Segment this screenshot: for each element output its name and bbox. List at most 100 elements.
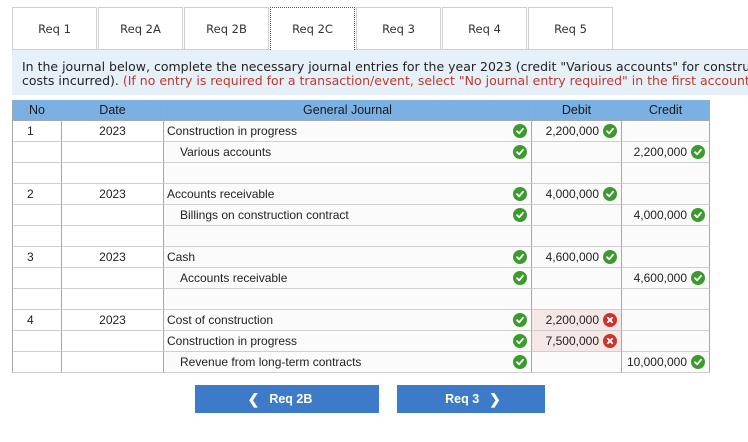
header-credit: Credit: [622, 100, 710, 121]
cell-date[interactable]: 2023: [62, 184, 164, 205]
credit-field[interactable]: 10,000,000: [622, 352, 710, 373]
debit-field[interactable]: [532, 226, 622, 247]
table-row: [12, 163, 710, 184]
cell-date[interactable]: 2023: [62, 310, 164, 331]
cell-date[interactable]: [62, 226, 164, 247]
account-field[interactable]: Cash: [164, 247, 532, 268]
credit-field[interactable]: [622, 331, 710, 352]
cell-date[interactable]: [62, 142, 164, 163]
debit-field[interactable]: 4,000,000: [532, 184, 622, 205]
cell-date[interactable]: [62, 163, 164, 184]
table-row: Construction in progress 7,500,000: [12, 331, 710, 352]
check-circle-icon: [513, 334, 527, 348]
cell-date[interactable]: 2023: [62, 121, 164, 142]
table-row: 4 2023 Cost of construction 2,200,000: [12, 310, 710, 331]
tab-req-2a[interactable]: Req 2A: [98, 7, 183, 49]
credit-field[interactable]: 4,600,000: [622, 268, 710, 289]
debit-field[interactable]: 2,200,000: [532, 310, 622, 331]
tab-req-2b[interactable]: Req 2B: [184, 7, 269, 49]
credit-field[interactable]: [622, 121, 710, 142]
account-field[interactable]: [164, 226, 532, 247]
account-field[interactable]: [164, 289, 532, 310]
instruction-text: costs incurred).: [22, 73, 123, 88]
cell-no: [12, 331, 62, 352]
tab-req-1[interactable]: Req 1: [12, 7, 97, 49]
account-name: Accounts receivable: [180, 271, 288, 285]
account-field[interactable]: Cost of construction: [164, 310, 532, 331]
check-circle-icon: [513, 124, 527, 138]
account-name: Accounts receivable: [167, 187, 275, 201]
account-name: Cash: [167, 250, 196, 264]
cell-date[interactable]: [62, 205, 164, 226]
instruction-panel: In the journal below, complete the neces…: [12, 49, 748, 95]
check-circle-icon: [603, 124, 617, 138]
account-field[interactable]: Accounts receivable: [164, 268, 532, 289]
table-row: Various accounts 2,200,000: [12, 142, 710, 163]
cell-date[interactable]: [62, 331, 164, 352]
credit-amount: 4,000,000: [633, 208, 687, 222]
debit-field[interactable]: [532, 205, 622, 226]
entry-date: 2023: [99, 124, 126, 138]
credit-field[interactable]: [622, 310, 710, 331]
debit-field[interactable]: [532, 289, 622, 310]
cell-date[interactable]: [62, 352, 164, 373]
debit-field[interactable]: 2,200,000: [532, 121, 622, 142]
check-circle-icon: [513, 250, 527, 264]
cell-no: [12, 205, 62, 226]
account-field[interactable]: Construction in progress: [164, 331, 532, 352]
account-name: Various accounts: [180, 145, 272, 159]
tab-label: Req 1: [38, 21, 71, 36]
check-circle-icon: [691, 208, 705, 222]
table-row: 2 2023 Accounts receivable 4,000,000: [12, 184, 710, 205]
tab-label: Req 2A: [120, 21, 161, 36]
chevron-left-icon: ❮: [247, 390, 260, 407]
credit-field[interactable]: [622, 289, 710, 310]
debit-field[interactable]: [532, 163, 622, 184]
entry-number: 1: [27, 124, 34, 138]
cell-no: 4: [12, 310, 62, 331]
debit-field[interactable]: [532, 142, 622, 163]
credit-field[interactable]: [622, 226, 710, 247]
credit-field[interactable]: [622, 184, 710, 205]
next-req-button[interactable]: Req 3 ❯: [397, 385, 545, 413]
debit-field[interactable]: [532, 352, 622, 373]
credit-field[interactable]: 4,000,000: [622, 205, 710, 226]
check-circle-icon: [513, 145, 527, 159]
credit-field[interactable]: [622, 163, 710, 184]
cell-date[interactable]: [62, 289, 164, 310]
tab-req-3[interactable]: Req 3: [356, 7, 441, 49]
tab-req-4[interactable]: Req 4: [442, 7, 527, 49]
header-debit: Debit: [532, 100, 622, 121]
check-circle-icon: [513, 208, 527, 222]
account-field[interactable]: Construction in progress: [164, 121, 532, 142]
table-row: Accounts receivable 4,600,000: [12, 268, 710, 289]
debit-amount: 4,000,000: [545, 187, 599, 201]
account-field[interactable]: Revenue from long-term contracts: [164, 352, 532, 373]
prev-req-button[interactable]: ❮ Req 2B: [195, 385, 379, 413]
table-row: Revenue from long-term contracts 10,000,0…: [12, 352, 710, 373]
instruction-line-2: costs incurred). (If no entry is require…: [22, 74, 748, 88]
check-circle-icon: [603, 250, 617, 264]
entry-date: 2023: [99, 187, 126, 201]
table-row: [12, 226, 710, 247]
account-field[interactable]: Various accounts: [164, 142, 532, 163]
tab-req-5[interactable]: Req 5: [528, 7, 613, 49]
account-field[interactable]: Accounts receivable: [164, 184, 532, 205]
cell-no: 3: [12, 247, 62, 268]
account-field[interactable]: [164, 163, 532, 184]
credit-field[interactable]: 2,200,000: [622, 142, 710, 163]
cell-date[interactable]: [62, 268, 164, 289]
debit-field[interactable]: 7,500,000: [532, 331, 622, 352]
check-circle-icon: [691, 355, 705, 369]
credit-field[interactable]: [622, 247, 710, 268]
debit-amount: 2,200,000: [545, 313, 599, 327]
tab-label: Req 2B: [206, 21, 247, 36]
debit-field[interactable]: 4,600,000: [532, 247, 622, 268]
account-field[interactable]: Billings on construction contract: [164, 205, 532, 226]
entry-number: 4: [27, 313, 34, 327]
x-circle-icon: [603, 334, 617, 348]
debit-field[interactable]: [532, 268, 622, 289]
tab-req-2c[interactable]: Req 2C: [270, 7, 355, 50]
check-circle-icon: [513, 271, 527, 285]
cell-date[interactable]: 2023: [62, 247, 164, 268]
